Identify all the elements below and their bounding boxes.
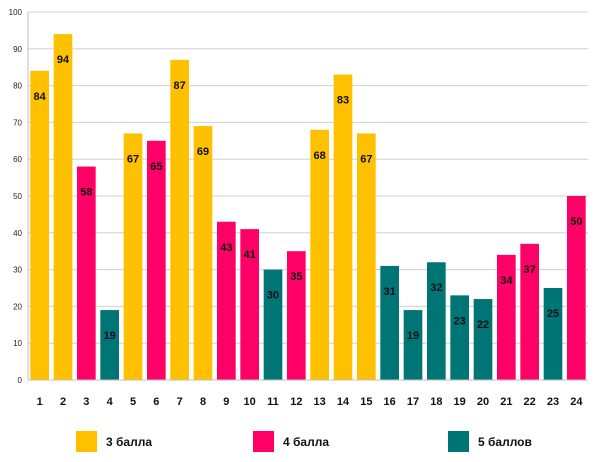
data-label: 22 [477,319,489,331]
data-label: 41 [244,249,256,261]
bar [147,140,166,380]
data-label: 87 [174,80,186,92]
data-label: 94 [57,54,70,66]
data-label: 35 [290,271,302,283]
x-tick-label: 22 [524,396,536,408]
bar [310,129,329,380]
legend-label: 3 балла [106,435,152,449]
x-axis: 1 2 3 4 5 6 7 8 9 10 11 12 13 14 15 16 17 18 19 20 21 22 23 24 [28,379,588,408]
data-label: 84 [34,91,47,103]
data-label: 30 [267,290,279,302]
x-tick-label: 23 [547,396,559,408]
data-label: 65 [150,161,162,173]
bar [567,196,586,380]
bar [543,288,563,380]
y-tick-label: 80 [13,82,22,91]
bar [403,310,423,380]
y-tick-label: 100 [9,8,23,17]
bar [333,74,353,380]
x-tick-label: 19 [454,396,466,408]
legend-label: 5 баллов [478,435,532,449]
bar [240,229,259,380]
legend-label: 4 балла [283,435,329,449]
bar [263,269,283,380]
legend: 3 балла 4 балла 5 баллов [76,431,532,452]
legend-swatch [448,431,469,452]
x-tick-label: 2 [60,396,66,408]
x-tick-label: 5 [130,396,136,408]
x-tick-label: 16 [384,396,396,408]
x-tick-label: 7 [177,396,183,408]
x-tick-label: 20 [477,396,489,408]
data-label: 23 [454,315,466,327]
y-tick-label: 60 [13,155,22,164]
legend-swatch [253,431,274,452]
data-label: 69 [197,146,209,158]
data-label: 19 [407,330,419,342]
bar [357,133,376,380]
x-tick-label: 10 [244,396,256,408]
data-label: 31 [384,286,396,298]
bar [170,59,189,381]
legend-swatch [76,431,97,452]
bar [380,265,399,380]
bar [193,126,213,380]
y-tick-label: 40 [13,229,22,238]
x-tick-label: 11 [267,396,279,408]
data-label: 37 [524,264,536,276]
x-tick-label: 12 [290,396,302,408]
x-tick-label: 6 [153,396,159,408]
x-tick-label: 9 [223,396,229,408]
y-tick-label: 10 [13,339,22,348]
x-tick-label: 18 [430,396,442,408]
data-label: 83 [337,95,349,107]
y-tick-label: 90 [13,45,22,54]
data-label: 58 [80,187,92,199]
x-tick-label: 8 [200,396,206,408]
bar [287,251,306,380]
bars: 84 94 58 19 67 65 87 69 43 41 30 35 68 83 67 31 19 32 23 22… [30,34,586,381]
bar [473,299,493,380]
data-label: 19 [104,330,116,342]
data-label: 43 [220,242,232,254]
data-label: 68 [314,150,326,162]
bar [123,133,143,380]
y-tick-label: 70 [13,118,22,127]
x-tick-label: 21 [500,396,512,408]
bar [520,243,539,380]
x-tick-label: 17 [407,396,419,408]
x-tick-label: 4 [107,396,114,408]
bar [450,295,469,380]
y-tick-label: 20 [13,302,22,311]
data-label: 34 [500,275,513,287]
bar [427,262,446,380]
data-label: 67 [360,153,372,165]
bar [53,34,73,380]
x-tick-label: 24 [570,396,583,408]
grid-lines [28,11,588,381]
x-tick-label: 14 [337,396,350,408]
bar [100,310,119,380]
bar [77,166,96,380]
data-label: 50 [570,216,582,228]
y-tick-label: 30 [13,266,22,275]
x-tick-label: 13 [314,396,326,408]
y-tick-label: 0 [18,376,23,385]
x-tick-label: 1 [37,396,43,408]
data-label: 67 [127,153,139,165]
bar [497,254,516,380]
bar [30,70,49,380]
x-tick-label: 15 [360,396,372,408]
data-label: 25 [547,308,559,320]
y-tick-label: 50 [13,192,22,201]
bar [217,221,236,380]
x-tick-label: 3 [83,396,89,408]
y-axis: 0 10 20 30 40 50 60 70 80 90 100 [9,8,29,385]
data-label: 32 [430,282,442,294]
